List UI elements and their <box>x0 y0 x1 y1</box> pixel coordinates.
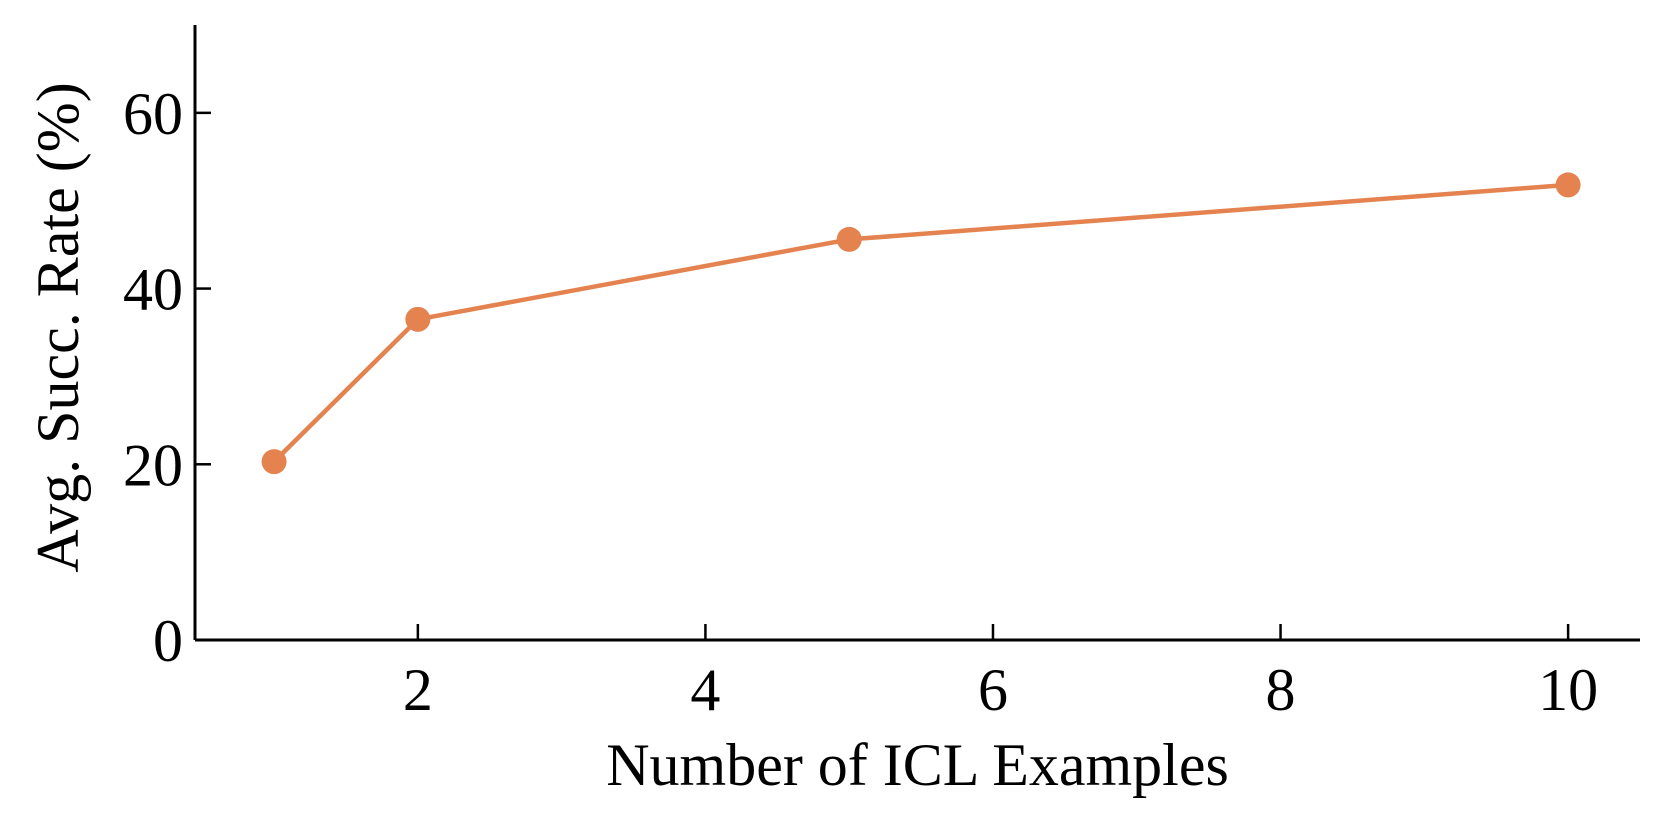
axes <box>193 25 1640 642</box>
x-axis-ticks: 2 4 6 8 10 <box>403 624 1598 723</box>
x-tick-label: 6 <box>978 657 1008 723</box>
y-tick-label: 20 <box>123 432 183 498</box>
y-tick-label: 60 <box>123 81 183 147</box>
x-tick-label: 10 <box>1538 657 1598 723</box>
x-tick-label: 8 <box>1266 657 1296 723</box>
x-tick-label: 4 <box>690 657 720 723</box>
x-axis-title: Number of ICL Examples <box>606 732 1229 798</box>
y-tick-label: 40 <box>123 257 183 323</box>
data-point <box>261 449 287 475</box>
y-axis-ticks: 0 20 40 60 <box>123 81 211 674</box>
series-line <box>271 182 1571 464</box>
y-axis-title: Avg. Succ. Rate (%) <box>25 82 91 572</box>
data-point <box>836 226 862 252</box>
x-tick-label: 2 <box>403 657 433 723</box>
data-point <box>1555 172 1581 198</box>
series <box>261 172 1581 475</box>
data-point <box>405 306 431 332</box>
y-tick-label: 0 <box>153 608 183 674</box>
